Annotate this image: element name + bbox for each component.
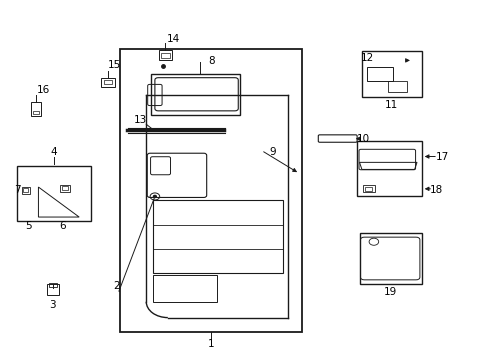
Text: 3: 3 [49, 300, 56, 310]
Bar [49, 283, 57, 287]
Bar [23, 188, 28, 192]
Bar [361, 51, 421, 97]
Text: 8: 8 [207, 56, 214, 66]
Bar [21, 187, 30, 194]
Text: 7: 7 [15, 185, 21, 195]
Bar [159, 50, 172, 60]
Bar [120, 49, 302, 332]
Text: 12: 12 [360, 53, 373, 63]
Text: 15: 15 [108, 60, 121, 70]
Bar [359, 233, 421, 284]
Bar [366, 67, 392, 81]
Text: 16: 16 [37, 85, 50, 95]
Text: 2: 2 [113, 281, 119, 291]
Bar [362, 185, 374, 192]
Text: 14: 14 [166, 34, 180, 44]
Text: 6: 6 [59, 221, 65, 231]
Circle shape [153, 195, 156, 198]
Text: 9: 9 [268, 148, 275, 157]
Bar [364, 187, 371, 191]
Bar [33, 111, 39, 114]
Text: 13: 13 [133, 115, 146, 125]
Bar [356, 141, 421, 196]
Bar [161, 53, 169, 58]
Text: 11: 11 [385, 100, 398, 110]
Bar [153, 200, 282, 273]
Text: 5: 5 [25, 221, 32, 231]
Text: 4: 4 [51, 148, 57, 157]
Bar [104, 80, 112, 84]
Bar [60, 185, 69, 192]
Text: 19: 19 [383, 287, 396, 297]
Bar [153, 275, 217, 302]
Bar [101, 78, 114, 86]
Bar [387, 81, 407, 92]
Bar [151, 74, 239, 115]
Text: 17: 17 [434, 152, 447, 162]
Bar [17, 166, 91, 221]
Text: 1: 1 [207, 339, 214, 349]
Text: 10: 10 [356, 134, 369, 144]
Text: 18: 18 [428, 185, 442, 194]
Bar [62, 186, 67, 190]
Bar [47, 284, 59, 294]
Bar [31, 102, 41, 117]
